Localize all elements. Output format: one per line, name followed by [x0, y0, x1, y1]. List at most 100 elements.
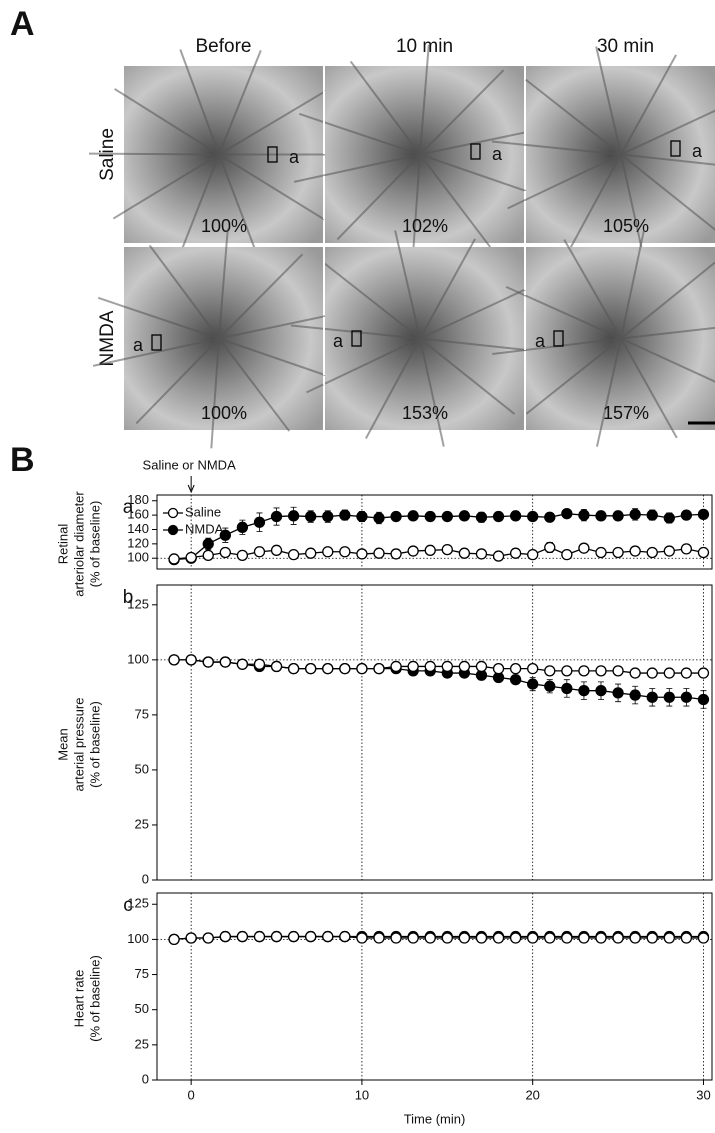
roi-label: a — [535, 331, 546, 351]
vessel — [620, 337, 715, 383]
vessel — [210, 338, 220, 449]
data-point — [595, 546, 607, 559]
vessel — [218, 337, 340, 381]
data-point — [612, 687, 624, 699]
y-axis-label: Heart rate — [71, 970, 86, 1028]
roi-box — [351, 330, 362, 347]
y-tick-label: 140 — [127, 521, 149, 536]
vessel — [218, 153, 325, 221]
data-point — [646, 932, 658, 944]
data-point — [663, 691, 675, 703]
data-point — [475, 660, 488, 673]
percent-label: 102% — [402, 216, 448, 236]
data-point — [356, 932, 368, 944]
data-point — [236, 930, 249, 943]
data-point — [407, 932, 419, 944]
data-point — [322, 930, 334, 943]
data-point — [185, 551, 197, 564]
series-line — [174, 659, 704, 674]
vessel — [419, 153, 492, 248]
vessel — [349, 60, 421, 156]
data-point — [595, 665, 607, 677]
data-point — [663, 512, 675, 524]
data-point — [168, 654, 180, 666]
data-point — [561, 508, 573, 520]
data-point — [646, 691, 658, 703]
data-point — [202, 932, 214, 944]
data-point — [475, 932, 488, 944]
y-axis-label: Mean — [55, 728, 70, 761]
annotation: Saline or NMDA — [143, 457, 237, 472]
vessel — [148, 244, 220, 340]
data-point — [441, 660, 453, 673]
data-point — [270, 660, 283, 673]
percent-label: 105% — [603, 216, 649, 236]
x-axis-label: Time (min) — [404, 1111, 466, 1126]
data-point — [697, 932, 710, 944]
data-point — [646, 509, 658, 521]
data-point — [680, 667, 693, 679]
data-point — [492, 550, 505, 562]
vessel — [419, 69, 505, 156]
vessel — [306, 337, 421, 394]
data-point — [509, 932, 522, 944]
vessel — [365, 338, 421, 439]
data-point — [373, 512, 385, 524]
data-point — [322, 663, 334, 675]
data-point — [202, 549, 214, 561]
data-point — [339, 509, 351, 521]
row-label: NMDA — [97, 310, 118, 366]
vessel — [218, 253, 304, 340]
data-point — [168, 553, 180, 565]
data-point — [544, 665, 556, 677]
y-axis-label: (% of baseline) — [87, 955, 102, 1042]
data-point — [270, 930, 283, 943]
data-point — [339, 663, 351, 675]
data-point — [475, 511, 488, 523]
data-point — [373, 932, 385, 944]
percent-label: 100% — [201, 216, 247, 236]
roi-label: a — [692, 141, 703, 161]
data-point — [185, 654, 197, 666]
data-point — [544, 511, 556, 523]
data-point — [458, 932, 471, 944]
vessel — [92, 337, 220, 367]
vessel — [620, 326, 715, 340]
roi-box — [553, 330, 564, 347]
y-axis-label: arteriolar diameter — [71, 491, 86, 597]
data-point — [561, 682, 573, 695]
percent-label: 157% — [603, 403, 649, 423]
vessel — [97, 296, 220, 340]
vessel — [525, 78, 622, 156]
vessel — [595, 338, 622, 447]
plot-frame — [156, 494, 713, 570]
x-tick-label: 20 — [525, 1087, 539, 1102]
vessel — [218, 90, 326, 156]
data-point — [390, 510, 402, 523]
vessel — [419, 44, 430, 155]
vessel — [419, 153, 541, 197]
panel-sublabel: c — [123, 895, 133, 916]
data-point — [509, 547, 522, 559]
data-point — [458, 660, 471, 673]
data-point — [305, 930, 317, 943]
data-point — [287, 510, 300, 522]
vessel — [620, 261, 715, 340]
data-point — [458, 510, 471, 522]
data-point — [509, 674, 522, 686]
vessel — [336, 153, 421, 241]
data-point — [527, 548, 539, 561]
vessel — [218, 228, 229, 339]
data-point — [578, 509, 590, 521]
panel-sublabel: a — [123, 497, 134, 518]
data-point — [561, 665, 573, 677]
legend-label: Saline — [185, 504, 221, 519]
y-tick-label: 125 — [127, 896, 149, 911]
vessel — [620, 153, 715, 231]
data-point — [390, 548, 402, 560]
data-point — [612, 932, 624, 944]
vessel — [218, 49, 262, 155]
data-point — [475, 548, 488, 560]
data-point — [219, 930, 231, 943]
data-point — [270, 544, 283, 556]
